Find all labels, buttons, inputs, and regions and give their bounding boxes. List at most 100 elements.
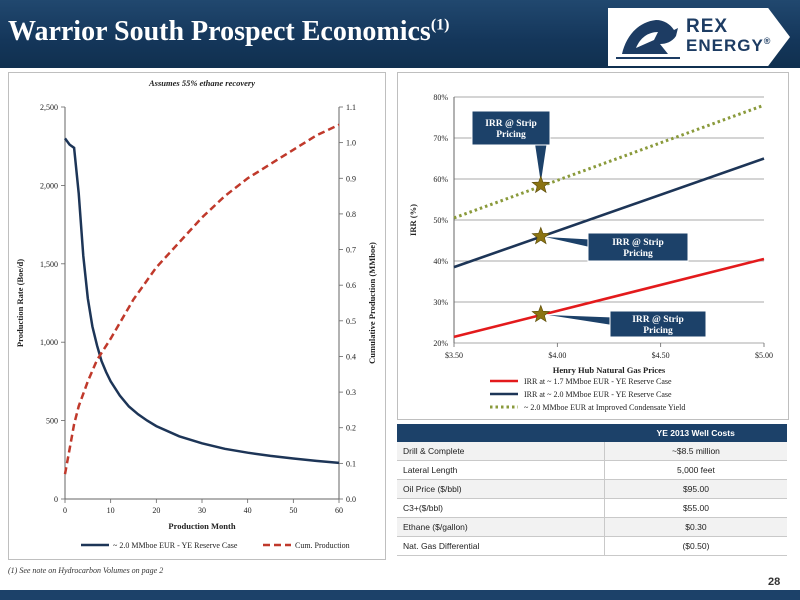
x-tick-label: $4.50 [652, 351, 670, 360]
irr-chart-panel: 20% 30% 40% 50% 60% 70% 80% $3.50 $4.00 $4.50 $5.0… [397, 72, 789, 420]
production-chart-panel: Assumes 55% ethane recovery 0 500 1,000 1,50… [8, 72, 386, 560]
annotation-box [609, 310, 707, 338]
footer-bar [0, 590, 800, 600]
x-axis-title: Henry Hub Natural Gas Prices [553, 365, 666, 375]
x-tick-label: 0 [63, 506, 67, 515]
cost-label: Drill & Complete [397, 442, 605, 461]
x-tick-label: $3.50 [445, 351, 463, 360]
y-tick-label: 60% [433, 175, 448, 184]
y-tick-label: 70% [433, 134, 448, 143]
y-tick-label: 1,500 [40, 260, 58, 269]
x-axis-title: Production Month [168, 521, 235, 531]
y2-axis-title: Cumulative Production (MMboe) [367, 242, 377, 364]
cost-value: $55.00 [603, 498, 787, 518]
cost-label: Nat. Gas Differential [397, 536, 605, 556]
y-tick-label: 2,500 [40, 103, 58, 112]
y-tick-label: 80% [433, 93, 448, 102]
annotation-text-line1: IRR @ Strip [612, 238, 664, 248]
cost-value: $95.00 [603, 479, 787, 499]
cost-label: Oil Price ($/bbl) [397, 479, 605, 499]
annotation-text-line1: IRR @ Strip [485, 119, 537, 129]
cost-value: ($0.50) [603, 536, 787, 556]
irr-chart: 20% 30% 40% 50% 60% 70% 80% $3.50 $4.00 $4.50 $5.0… [408, 93, 773, 412]
x-tick-label: 40 [244, 506, 252, 515]
table-row: Lateral Length 5,000 feet [397, 460, 787, 480]
x-tick-label: 50 [289, 506, 297, 515]
footnote: (1) See note on Hydrocarbon Volumes on p… [8, 566, 164, 575]
y-tick-label: 50% [433, 216, 448, 225]
y2-tick-label: 0.7 [346, 246, 356, 255]
well-costs-table: YE 2013 Well Costs Drill & Complete ~$8.5… [397, 424, 787, 556]
page-title-text: Warrior South Prospect Economics [8, 16, 431, 47]
legend-label-navy: IRR at ~ 2.0 MMboe EUR - YE Reserve Case [524, 390, 672, 399]
irr-series-line-red [453, 257, 765, 339]
x-tick-label: 60 [335, 506, 343, 515]
page-title-footnote-ref: (1) [430, 16, 450, 34]
strip-pricing-star-icon [531, 226, 551, 245]
legend-label-cumulative: Cum. Production [295, 541, 350, 550]
logo-text-energy-word: ENERGY [686, 36, 764, 55]
strip-pricing-star-icon [531, 175, 551, 194]
annotation-pointer [540, 313, 611, 326]
table-row: Nat. Gas Differential ($0.50) [397, 536, 787, 556]
logo-registered-mark: ® [763, 36, 772, 46]
y-tick-label: 1,000 [40, 338, 58, 347]
cost-label: Lateral Length [397, 460, 605, 480]
cost-value: 5,000 feet [603, 460, 787, 480]
annotation-pointer [540, 236, 589, 248]
cost-value: $0.30 [603, 517, 787, 537]
y2-tick-label: 0.5 [346, 317, 356, 326]
y-tick-label: 0 [54, 495, 58, 504]
x-tick-label: 20 [152, 506, 160, 515]
y-axis-title: IRR (%) [408, 204, 418, 236]
y2-tick-label: 0.3 [346, 388, 356, 397]
cost-value: ~$8.5 million [603, 442, 787, 461]
y-tick-label: 2,000 [40, 181, 58, 190]
logo-text-energy: ENERGY® [686, 36, 771, 56]
annotation-box [587, 232, 689, 262]
table-row: Oil Price ($/bbl) $95.00 [397, 479, 787, 499]
x-tick-label: 10 [107, 506, 115, 515]
cost-label: C3+($/bbl) [397, 498, 605, 518]
y2-tick-label: 0.2 [346, 424, 356, 433]
y2-tick-label: 0.9 [346, 174, 356, 183]
well-costs-header-spacer [397, 424, 605, 442]
production-rate-line [63, 137, 340, 465]
x-tick-label: $4.00 [548, 351, 566, 360]
x-tick-label: 30 [198, 506, 206, 515]
annotation-box [471, 110, 551, 146]
y-tick-label: 40% [433, 257, 448, 266]
legend-label-red: IRR at ~ 1.7 MMboe EUR - YE Reserve Case [524, 377, 672, 386]
y2-tick-label: 0.0 [346, 495, 356, 504]
annotation-text-line2: Pricing [643, 326, 673, 336]
chart-title: Assumes 55% ethane recovery [148, 78, 255, 88]
y-tick-label: 30% [433, 298, 448, 307]
annotation-text-line2: Pricing [623, 249, 653, 259]
y2-tick-label: 0.8 [346, 210, 356, 219]
y2-tick-label: 1.0 [346, 139, 356, 148]
logo-text-rex: REX [686, 16, 729, 37]
wolf-logo-icon [616, 20, 680, 59]
well-costs-header-row: YE 2013 Well Costs [397, 424, 787, 442]
header-bar: Warrior South Prospect Economics(1) REX … [0, 0, 800, 68]
annotation-text-line1: IRR @ Strip [632, 315, 684, 325]
cost-label: Ethane ($/gallon) [397, 517, 605, 537]
strip-pricing-star-icon [531, 304, 551, 323]
y2-tick-label: 0.4 [346, 352, 356, 361]
x-tick-label: $5.00 [755, 351, 773, 360]
y2-tick-label: 1.1 [346, 103, 356, 112]
y-axis-title: Production Rate (Boe/d) [15, 259, 25, 347]
page-number: 28 [768, 576, 781, 588]
cumulative-production-line [63, 123, 340, 475]
well-costs-title: YE 2013 Well Costs [604, 424, 787, 442]
y-tick-label: 500 [46, 417, 58, 426]
y2-tick-label: 0.1 [346, 459, 356, 468]
production-chart: Assumes 55% ethane recovery05001,0001,50… [15, 78, 377, 550]
page-title: Warrior South Prospect Economics(1) [8, 16, 450, 48]
legend-label-production-rate: ~ 2.0 MMboe EUR - YE Reserve Case [113, 541, 238, 550]
annotation-text-line2: Pricing [496, 130, 526, 140]
table-row: C3+($/bbl) $55.00 [397, 498, 787, 518]
company-logo: REX ENERGY® [608, 8, 790, 66]
table-row: Ethane ($/gallon) $0.30 [397, 517, 787, 537]
table-row: Drill & Complete ~$8.5 million [397, 442, 787, 461]
